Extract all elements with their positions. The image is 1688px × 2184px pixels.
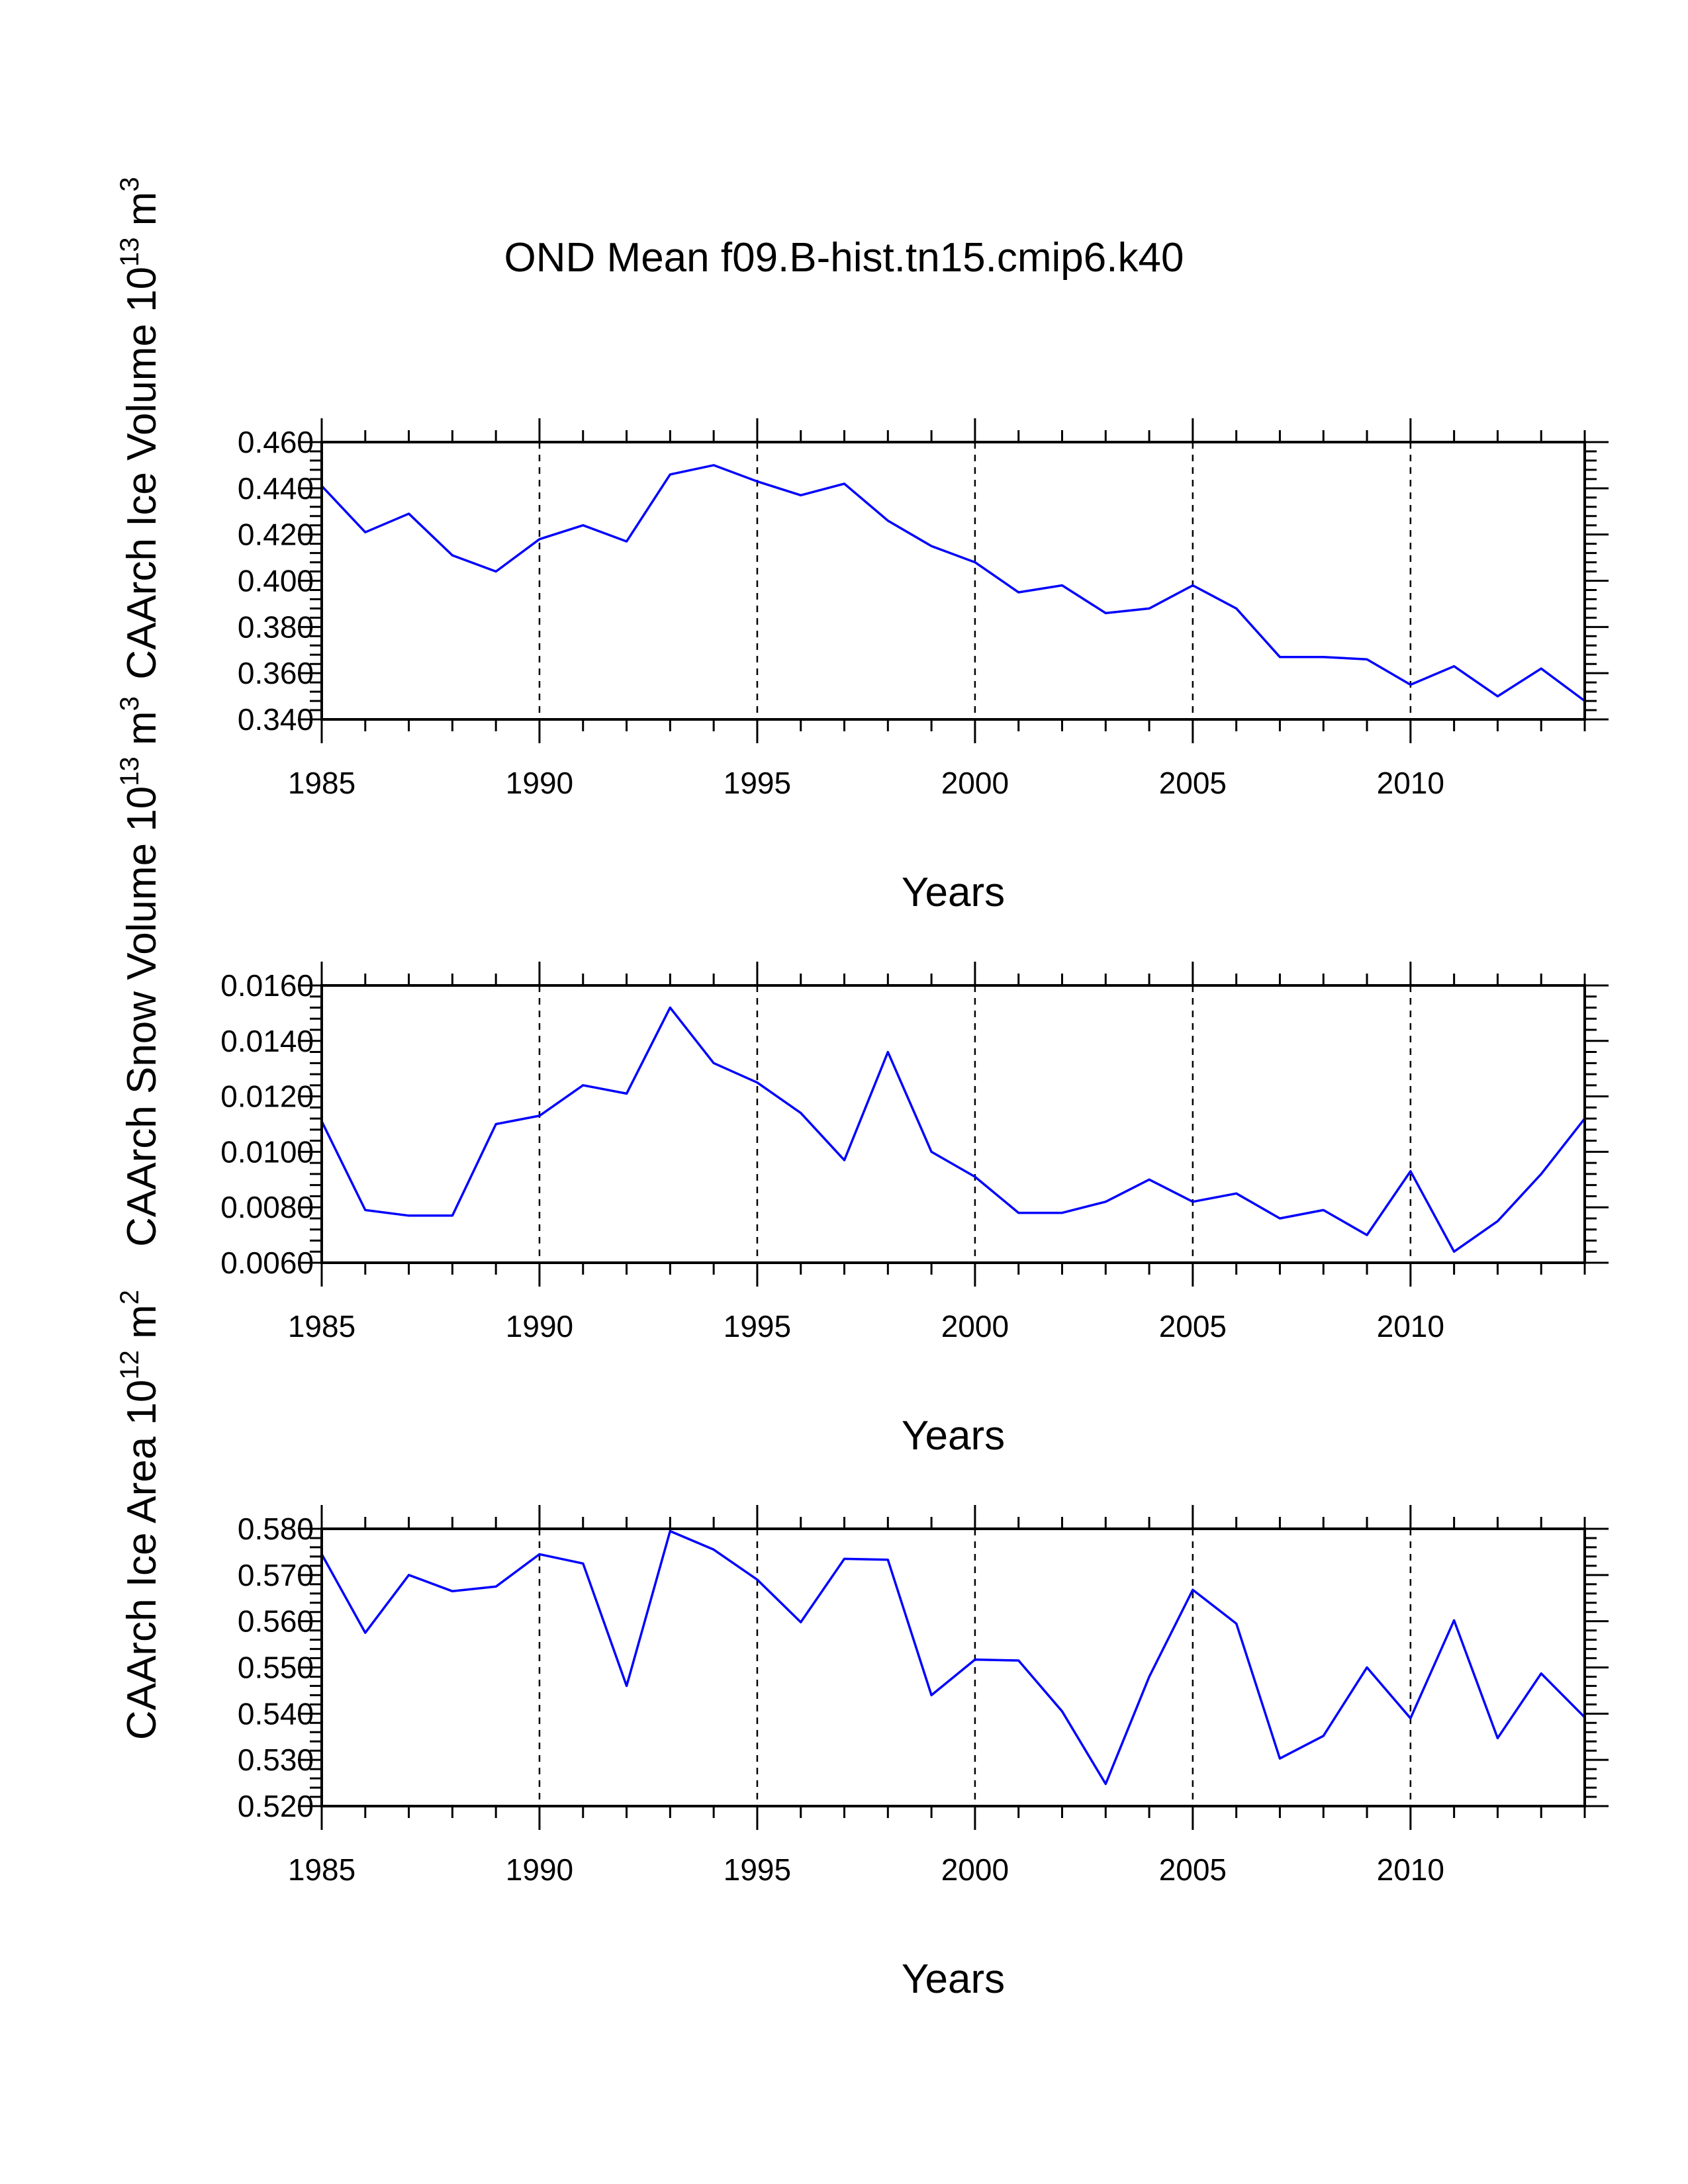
x-tick-label: 1985 [288,1309,355,1343]
y-axis-title-exponent: 12 [115,1350,144,1380]
y-tick-label: 0.540 [238,1696,314,1731]
x-tick-label: 1995 [724,1852,791,1887]
plot-frame [320,984,1586,1264]
y-tick-label: 0.340 [238,702,314,737]
x-axis-title: Years [902,1956,1005,2002]
x-axis-title: Years [902,870,1005,915]
chart-panel-1: 1985 1990 1995 2000 2005 2010 0.340 0.360 0.380 0… [115,177,1609,915]
y-tick-label: 0.0060 [220,1246,314,1280]
plot-frame [320,441,1586,721]
x-tick-label: 1985 [288,766,355,800]
y-tick-label: 0.570 [238,1558,314,1592]
x-tick-label: 2005 [1159,1309,1227,1343]
y-tick-label: 0.0120 [220,1079,314,1114]
y-axis-title-exponent: 13 [115,237,144,267]
y-tick-label: 0.0100 [220,1134,314,1169]
figure-title: OND Mean f09.B-hist.tn15.cmip6.k40 [504,235,1184,281]
x-tick-label: 2000 [941,1309,1009,1343]
y-tick-label: 0.560 [238,1604,314,1639]
x-tick-label: 1995 [724,1309,791,1343]
x-tick-label: 2005 [1159,766,1227,800]
series-line [320,1529,1586,1786]
y-axis-title-part: m [119,711,165,756]
y-tick-label: 0.0160 [220,968,314,1003]
y-tick-label: 0.420 [238,518,314,552]
y-tick-label: 0.0080 [220,1190,314,1224]
y-tick-label: 0.530 [238,1743,314,1777]
x-tick-label: 1990 [506,1309,573,1343]
chart-panel-3: 1985 1990 1995 2000 2005 2010 0.520 0.530 0.540 0… [115,1290,1609,2002]
y-axis-title: CAArch Ice Area 1012 m2 [115,1290,165,1740]
x-tick-label: 2010 [1377,766,1444,800]
y-axis-title-part: m [119,192,165,238]
x-tick-label: 2010 [1377,1852,1444,1887]
y-tick-label: 0.440 [238,471,314,506]
y-tick-label: 0.550 [238,1651,314,1685]
y-tick-label: 0.520 [238,1789,314,1823]
x-tick-label: 1990 [506,766,573,800]
y-axis-title-exponent: 2 [115,1290,144,1304]
x-tick-label: 1990 [506,1852,573,1887]
y-tick-label: 0.400 [238,564,314,598]
y-axis-title-exponent: 3 [115,696,144,711]
x-tick-label: 2000 [941,766,1009,800]
y-axis-title-exponent: 13 [115,756,144,786]
y-tick-label: 0.380 [238,610,314,644]
chart-panels: 1985 1990 1995 2000 2005 2010 0.340 0.360 0.380 0… [115,177,1609,2002]
y-axis-title: CAArch Snow Volume 1013 m3 [115,696,165,1247]
y-tick-label: 0.460 [238,425,314,459]
y-axis-title-part: CAArch Ice Area 10 [119,1380,165,1741]
y-axis-title-part: CAArch Ice Volume 10 [119,267,165,680]
y-tick-label: 0.580 [238,1512,314,1546]
y-tick-label: 0.360 [238,656,314,690]
y-tick-label: 0.0140 [220,1024,314,1058]
plot-frame [320,1527,1586,1807]
y-axis-title: CAArch Ice Volume 1013 m3 [115,177,165,679]
x-tick-label: 1995 [724,766,791,800]
y-axis-title-exponent: 3 [115,177,144,191]
x-tick-label: 1985 [288,1852,355,1887]
series-line [320,1006,1586,1253]
x-tick-label: 2010 [1377,1309,1444,1343]
series-line [320,464,1586,702]
x-tick-label: 2005 [1159,1852,1227,1887]
y-axis-title-part: CAArch Snow Volume 10 [119,786,165,1247]
x-axis-title: Years [902,1413,1005,1459]
chart-panel-2: 1985 1990 1995 2000 2005 2010 0.0060 0.0080 0.01… [115,696,1609,1459]
x-tick-label: 2000 [941,1852,1009,1887]
y-axis-title-part: m [119,1304,165,1350]
